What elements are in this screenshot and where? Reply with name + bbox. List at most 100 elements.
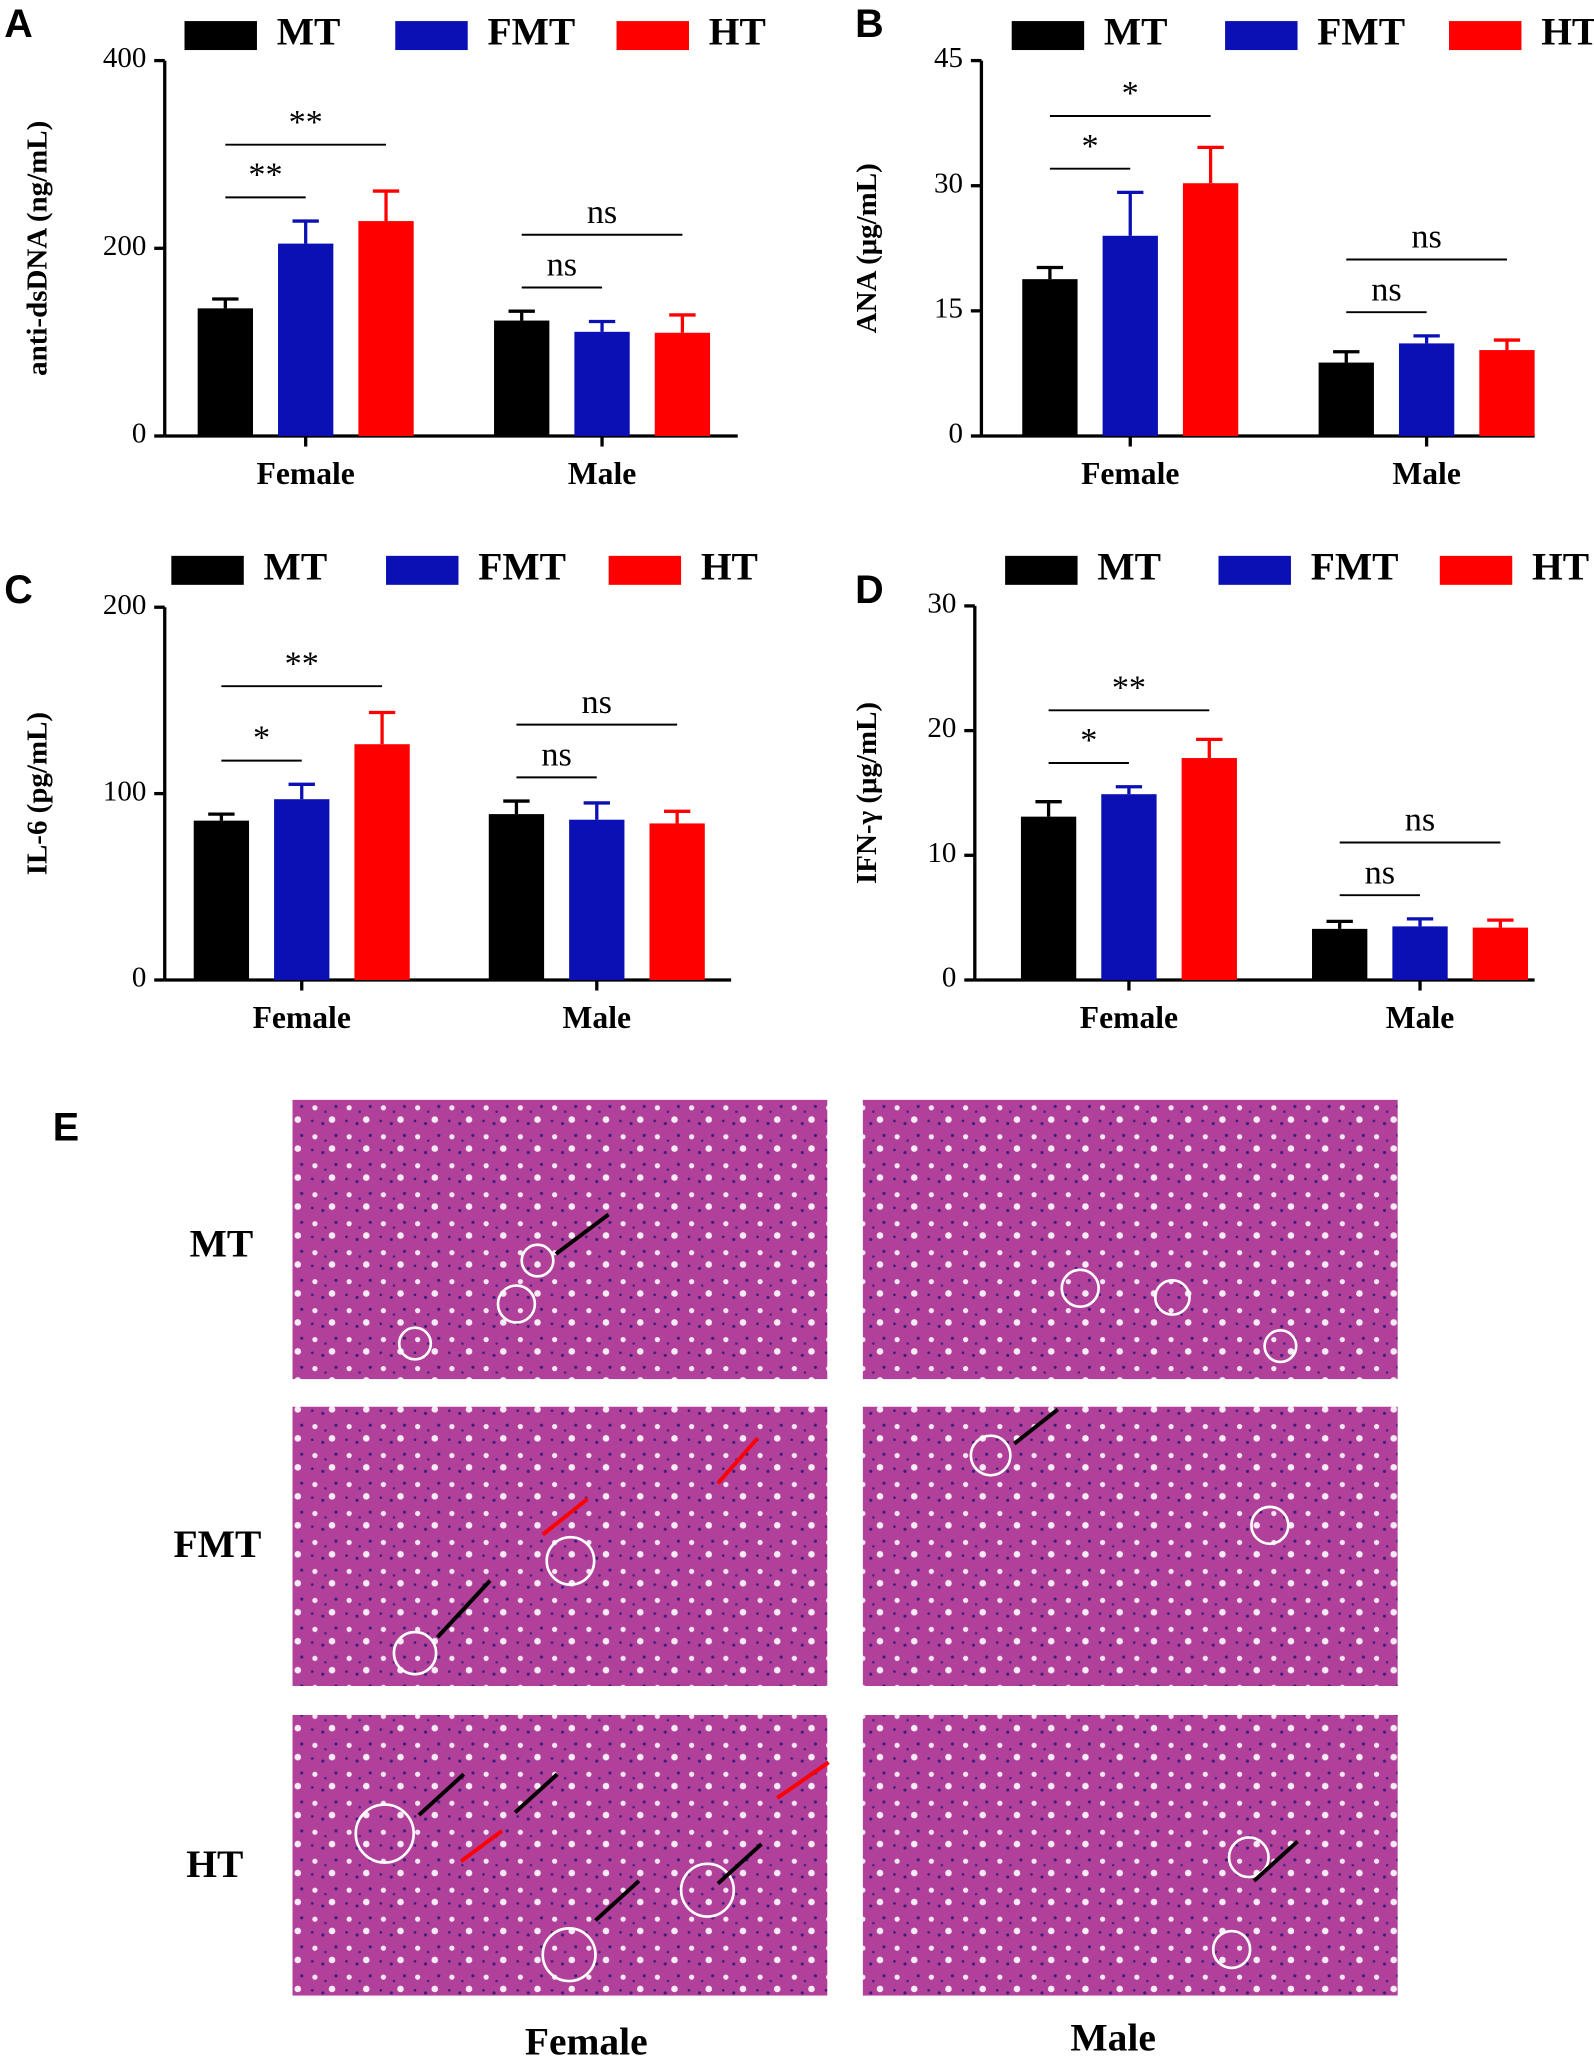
y-tick-label: 45: [934, 42, 963, 74]
y-tick-label: 0: [942, 962, 956, 994]
legend-swatch: [1011, 21, 1085, 51]
significance-label: **: [285, 644, 319, 682]
row-label: MT: [190, 1221, 254, 1265]
significance-label: ns: [1371, 270, 1401, 308]
legend-swatch: [608, 555, 682, 585]
y-axis-label: anti-dsDNA (ng/mL): [21, 121, 53, 376]
legend-label: MT: [1104, 10, 1168, 54]
y-tick-label: 30: [927, 588, 956, 620]
x-tick-label: Male: [568, 456, 636, 491]
error-bar: [1197, 145, 1224, 184]
y-tick-label: 0: [132, 418, 146, 450]
significance-label: **: [289, 103, 323, 141]
bar: [1398, 343, 1455, 436]
arrows: [417, 1212, 1299, 1922]
row-label: HT: [186, 1842, 243, 1886]
micrograph: [292, 1714, 828, 1996]
x-tick-label: Male: [563, 1000, 631, 1035]
significance-label: *: [253, 719, 270, 757]
bar: [197, 308, 253, 436]
significance-label: ns: [587, 193, 617, 231]
bar: [1392, 926, 1448, 980]
legend-swatch: [1449, 21, 1522, 51]
significance-label: **: [248, 155, 282, 193]
legend-label: FMT: [478, 544, 566, 588]
error-bar: [1326, 919, 1353, 929]
legend-label: HT: [1532, 544, 1589, 588]
y-tick-label: 15: [934, 292, 963, 324]
bar: [1318, 362, 1374, 436]
error-bar: [583, 801, 610, 820]
legend-swatch: [1005, 555, 1078, 585]
error-bar: [1036, 265, 1064, 280]
bar: [1022, 279, 1078, 436]
x-tick-label: Female: [257, 456, 355, 491]
significance-label: ns: [1405, 801, 1435, 839]
legend-label: FMT: [1311, 544, 1399, 588]
micrograph: [862, 1714, 1398, 1996]
legend-label: HT: [1541, 10, 1594, 54]
error-bar: [663, 809, 691, 824]
bar: [1181, 758, 1237, 980]
panel-letter: A: [4, 2, 33, 46]
histology-panel: E MT FMT HT Fem: [53, 1099, 1398, 2064]
legend-swatch: [1218, 555, 1291, 585]
error-bar: [1493, 338, 1521, 351]
micrograph: [292, 1406, 828, 1687]
legend-label: MT: [277, 10, 341, 54]
significance-label: *: [1122, 74, 1139, 112]
error-bar: [508, 309, 535, 321]
y-tick-label: 200: [103, 589, 146, 621]
glomeruli: [354, 1243, 1298, 1983]
bar: [1102, 235, 1158, 436]
error-bar: [1117, 190, 1144, 236]
error-bar: [1115, 785, 1143, 795]
micrograph: [862, 1406, 1398, 1687]
error-bar: [208, 812, 235, 821]
y-axis-label: IFN-γ (μg/mL): [851, 702, 883, 884]
y-axis-label: ANA (μg/mL): [851, 163, 883, 333]
error-bar: [372, 189, 400, 222]
bar: [494, 320, 550, 436]
significance-label: *: [1080, 721, 1097, 759]
x-tick-label: Female: [1081, 456, 1179, 491]
bar: [1472, 927, 1529, 980]
bar: [649, 823, 705, 980]
legend-swatch: [184, 21, 257, 51]
significance-label: **: [1112, 668, 1146, 706]
bar: [1182, 183, 1239, 436]
legend-label: FMT: [487, 10, 575, 54]
row-label: FMT: [174, 1522, 262, 1566]
legend-label: FMT: [1317, 10, 1405, 54]
panel-letter: D: [855, 568, 884, 612]
error-bar: [1406, 917, 1434, 927]
significance-label: ns: [1365, 853, 1395, 891]
error-bar: [288, 782, 315, 800]
legend-swatch: [1225, 21, 1298, 51]
legend-swatch: [395, 21, 468, 51]
panel-letter: E: [53, 1106, 79, 1150]
bar: [274, 799, 330, 980]
significance-label: ns: [1411, 218, 1441, 256]
panel-letter: C: [4, 568, 33, 612]
legend-label: HT: [709, 10, 766, 54]
bar: [1020, 816, 1077, 980]
column-label: Male: [1070, 2016, 1156, 2060]
bar: [1312, 928, 1368, 980]
significance-label: ns: [547, 246, 577, 284]
micrograph: [292, 1099, 828, 1380]
panel-letter: B: [855, 2, 884, 46]
bar: [358, 221, 414, 436]
bar: [574, 331, 630, 436]
y-tick-label: 0: [948, 418, 962, 450]
y-tick-label: 10: [927, 837, 956, 869]
error-bar: [503, 799, 530, 815]
error-bar: [292, 219, 319, 244]
significance-label: *: [1082, 127, 1099, 165]
legend-swatch: [1439, 555, 1513, 585]
error-bar: [1333, 350, 1360, 363]
bar: [1479, 350, 1535, 436]
